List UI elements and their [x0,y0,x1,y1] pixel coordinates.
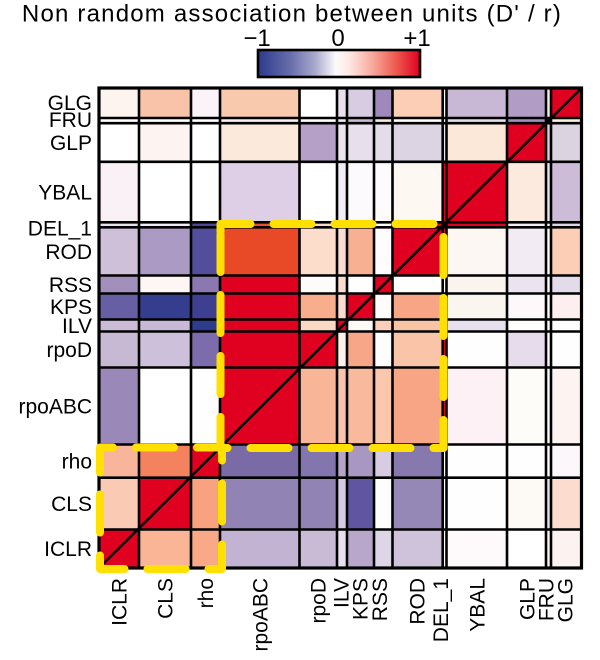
svg-text:Non random association between: Non random association between units (D'… [22,1,562,28]
svg-text:YBAL: YBAL [467,578,490,632]
svg-text:RSS: RSS [49,274,92,297]
svg-text:rpoD: rpoD [308,578,331,624]
svg-text:rho: rho [62,451,92,474]
svg-text:+1: +1 [403,25,430,52]
svg-text:DEL_1: DEL_1 [28,218,92,241]
svg-text:FRU: FRU [536,578,559,621]
svg-text:ICLR: ICLR [44,538,92,561]
svg-text:CLS: CLS [155,578,178,619]
svg-text:ILV: ILV [331,578,354,608]
svg-text:−1: −1 [243,25,270,52]
svg-text:rho: rho [195,578,218,608]
svg-text:rpoD: rpoD [46,339,92,362]
svg-text:KPS: KPS [350,578,373,620]
svg-text:DEL_1: DEL_1 [430,578,453,642]
svg-text:GLP: GLP [50,132,92,155]
svg-text:ROD: ROD [407,578,430,625]
svg-text:ILV: ILV [62,315,92,338]
svg-text:0: 0 [331,25,344,52]
svg-text:CLS: CLS [51,493,92,516]
svg-text:YBAL: YBAL [38,182,92,205]
svg-text:GLG: GLG [48,92,92,115]
svg-text:FRU: FRU [49,109,92,132]
svg-text:RSS: RSS [369,578,392,621]
svg-text:rpoABC: rpoABC [18,396,92,419]
svg-text:rpoABC: rpoABC [250,578,273,652]
svg-text:ROD: ROD [45,241,92,264]
svg-text:GLG: GLG [555,578,578,622]
svg-text:ICLR: ICLR [109,578,132,626]
svg-text:GLP: GLP [517,578,540,620]
svg-text:KPS: KPS [50,296,92,319]
